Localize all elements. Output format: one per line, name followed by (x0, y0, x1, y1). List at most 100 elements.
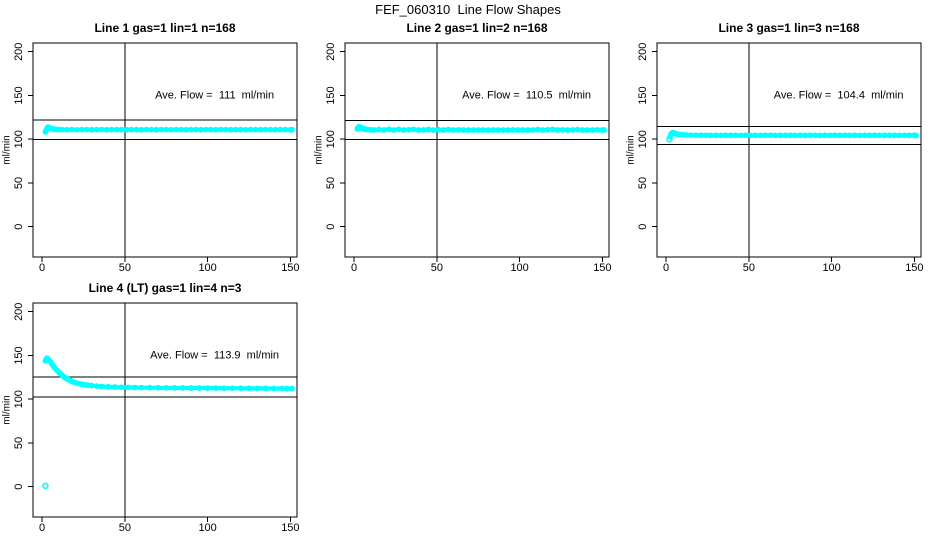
flow-data-point (679, 131, 686, 138)
flow-data-point (179, 385, 186, 391)
y-axis-title: ml/min (2, 135, 13, 164)
flow-data-point (246, 385, 252, 392)
y-axis-tick-label: 100 (325, 130, 337, 148)
y-axis-tick-label: 200 (13, 43, 25, 61)
x-axis-tick-label: 0 (351, 262, 357, 274)
y-axis-tick-label: 50 (637, 177, 649, 189)
x-axis-tick-label: 50 (743, 262, 755, 274)
panel-line-4-lt: Line 4 (LT) gas=1 lin=4 n=3 0 50 100 150 200 0… (0, 278, 312, 540)
flow-data-point (78, 381, 85, 388)
x-axis-tick-label: 0 (39, 522, 45, 534)
y-axis-tick-label: 100 (13, 390, 25, 408)
flow-data-point (98, 383, 105, 390)
x-axis-tick-label: 0 (663, 262, 669, 274)
main-title: FEF_060310 Line Flow Shapes (375, 2, 561, 17)
panel-line-3: Line 3 gas=1 lin=3 n=168 0 50 100 150 200 0 50 1… (624, 18, 936, 282)
x-axis-tick-label: 50 (431, 262, 443, 274)
y-axis-tick-label: 0 (637, 224, 649, 230)
x-axis-tick-label: 150 (281, 522, 299, 534)
y-axis-tick-label: 50 (13, 437, 25, 449)
y-axis-tick-label: 200 (637, 43, 649, 61)
panel-title: Line 4 (LT) gas=1 lin=4 n=3 (89, 281, 242, 295)
y-axis-tick-label: 200 (325, 43, 337, 61)
flow-data-point (229, 385, 236, 392)
flow-data-point (221, 385, 228, 392)
flow-data-point (163, 384, 170, 391)
x-axis-tick-label: 0 (39, 262, 45, 274)
y-axis-tick-label: 200 (13, 303, 25, 321)
panel-title: Line 1 gas=1 lin=1 n=168 (94, 21, 235, 35)
x-axis-tick-label: 100 (510, 262, 528, 274)
flow-data-point (155, 384, 161, 391)
flow-data-point (105, 383, 112, 390)
panel-title: Line 3 gas=1 lin=3 n=168 (718, 21, 859, 35)
x-axis-tick-label: 50 (119, 522, 131, 534)
flow-data-point (188, 385, 194, 391)
y-axis-tick-label: 150 (325, 86, 337, 104)
ave-flow-annotation: Ave. Flow = 111 ml/min (155, 89, 274, 101)
flow-data-point (72, 379, 79, 386)
plot-box (656, 42, 922, 258)
x-axis-tick-label: 150 (281, 262, 299, 274)
y-axis-title: ml/min (314, 135, 325, 164)
panel-line-1: Line 1 gas=1 lin=1 n=168 0 50 100 150 200 0 50 1… (0, 18, 312, 282)
x-axis-tick-label: 100 (198, 262, 216, 274)
panel-svg: Line 1 gas=1 lin=1 n=168 0 50 100 150 200 0 50 1… (2, 21, 300, 274)
panel-title: Line 2 gas=1 lin=2 n=168 (406, 21, 547, 35)
y-axis-tick-label: 0 (13, 224, 25, 230)
plot-box (32, 42, 298, 258)
outlier-point (666, 135, 673, 143)
flow-data-point (171, 384, 178, 391)
flow-data-point (364, 126, 371, 133)
y-axis-tick-label: 50 (13, 177, 25, 189)
flow-data-point (85, 382, 92, 389)
flow-data-point (212, 385, 219, 392)
outlier-point (42, 482, 49, 490)
x-axis-tick-label: 150 (905, 262, 923, 274)
flow-data-point (118, 384, 125, 391)
flow-data-point (204, 385, 211, 392)
flow-data-point (289, 385, 295, 392)
flow-data-point (146, 384, 153, 391)
flow-data-point (254, 385, 261, 392)
flow-data-point (55, 126, 62, 133)
y-axis-tick-label: 100 (637, 130, 649, 148)
panel-svg: Line 4 (LT) gas=1 lin=4 n=3 0 50 100 150 200 0… (2, 281, 300, 534)
flow-data-point (138, 384, 145, 391)
y-axis-tick-label: 150 (637, 86, 649, 104)
x-axis-tick-label: 50 (119, 262, 131, 274)
flow-data-point (913, 132, 919, 139)
flow-data-point (270, 385, 277, 392)
ave-flow-annotation: Ave. Flow = 104.4 ml/min (774, 89, 904, 101)
y-axis-tick-label: 0 (325, 224, 337, 230)
flow-data-point (82, 381, 89, 388)
panel-svg: Line 3 gas=1 lin=3 n=168 0 50 100 150 200 0 50 1… (626, 21, 924, 274)
y-axis-tick-label: 100 (13, 130, 25, 148)
flow-data-point (112, 384, 118, 390)
flow-data-point (237, 385, 244, 392)
plot-box (344, 42, 610, 258)
y-axis-title: ml/min (2, 395, 13, 424)
ave-flow-annotation: Ave. Flow = 110.5 ml/min (462, 89, 591, 101)
plot-box (32, 302, 298, 518)
panel-svg: Line 2 gas=1 lin=2 n=168 0 50 100 150 200 0 50 1… (314, 21, 612, 274)
y-axis-tick-label: 150 (13, 346, 25, 364)
flow-data-point (125, 384, 132, 391)
panel-line-2: Line 2 gas=1 lin=2 n=168 0 50 100 150 200 0 50 1… (312, 18, 624, 282)
x-axis-tick-label: 150 (593, 262, 611, 274)
y-axis-title: ml/min (626, 135, 637, 164)
ave-flow-annotation: Ave. Flow = 113.9 ml/min (150, 349, 279, 361)
x-axis-tick-label: 100 (198, 522, 216, 534)
flow-data-point (289, 126, 295, 133)
y-axis-tick-label: 50 (325, 177, 337, 189)
flow-data-point (601, 127, 607, 133)
flow-data-point (367, 126, 374, 133)
flow-data-point (262, 385, 269, 392)
flow-data-point (75, 380, 82, 387)
flow-data-point (196, 385, 203, 391)
y-axis-tick-label: 150 (13, 86, 25, 104)
x-axis-tick-label: 100 (822, 262, 840, 274)
flow-data-point (131, 384, 138, 391)
y-axis-tick-label: 0 (13, 484, 25, 490)
